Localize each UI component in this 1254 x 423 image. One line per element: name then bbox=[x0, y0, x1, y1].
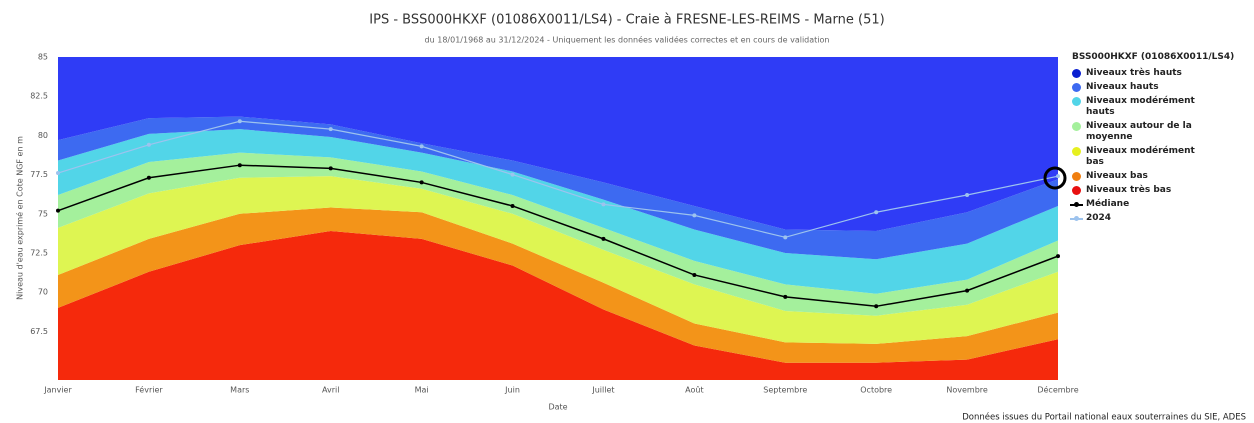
legend-item[interactable]: Niveaux hauts bbox=[1070, 82, 1250, 93]
legend-title: BSS000HKXF (01086X0011/LS4) bbox=[1072, 52, 1235, 62]
line-point bbox=[419, 180, 424, 185]
y-tick-label: 85 bbox=[38, 53, 48, 62]
legend-label: Niveaux très hauts bbox=[1086, 68, 1182, 78]
y-tick-label: 70 bbox=[38, 288, 48, 297]
legend-label: Niveaux autour de la moyenne bbox=[1086, 121, 1192, 142]
legend-label: 2024 bbox=[1086, 213, 1112, 223]
legend: BSS000HKXF (01086X0011/LS4) Niveaux très… bbox=[1070, 52, 1250, 227]
legend-label: Niveaux bas bbox=[1086, 171, 1148, 181]
legend-item[interactable]: Niveaux bas bbox=[1070, 171, 1250, 182]
legend-marker bbox=[1070, 185, 1086, 196]
line-point bbox=[237, 163, 242, 168]
area-band bbox=[58, 57, 1058, 232]
line-point bbox=[146, 142, 151, 147]
legend-item[interactable]: 2024 bbox=[1070, 213, 1250, 224]
line-point bbox=[965, 192, 970, 197]
chart-title: IPS - BSS000HKXF (01086X0011/LS4) - Crai… bbox=[369, 13, 884, 28]
x-axis-label: Date bbox=[548, 403, 567, 412]
line-point bbox=[146, 175, 151, 180]
y-tick-label: 72.5 bbox=[30, 248, 48, 257]
legend-marker bbox=[1070, 82, 1086, 93]
legend-marker bbox=[1070, 146, 1086, 157]
x-tick-label: Décembre bbox=[1037, 385, 1078, 395]
legend-item[interactable]: Niveaux modérément bas bbox=[1070, 146, 1250, 168]
legend-item[interactable]: Niveaux autour de la moyenne bbox=[1070, 121, 1250, 143]
x-tick-label: Juin bbox=[504, 386, 520, 395]
y-tick-label: 67.5 bbox=[30, 327, 48, 336]
legend-label: Niveaux très bas bbox=[1086, 185, 1172, 195]
area-band bbox=[58, 116, 1058, 260]
line-point bbox=[56, 208, 60, 213]
area-band bbox=[58, 176, 1058, 344]
legend-label: Niveaux modérément bas bbox=[1086, 146, 1195, 167]
highlight-circle bbox=[1043, 166, 1067, 190]
line-point bbox=[783, 235, 788, 240]
line-point bbox=[1056, 174, 1060, 179]
line-point bbox=[56, 171, 60, 176]
legend-item[interactable]: Niveaux très hauts bbox=[1070, 68, 1250, 79]
area-band bbox=[58, 129, 1058, 294]
line-point bbox=[601, 236, 606, 241]
plot-area bbox=[56, 57, 1060, 380]
y-tick-label: 82.5 bbox=[30, 92, 48, 101]
y-axis-label: Niveau d'eau exprimé en Cote NGF en m bbox=[15, 136, 25, 300]
area-band bbox=[58, 207, 1058, 363]
line-point bbox=[965, 288, 970, 293]
line-point bbox=[874, 304, 879, 309]
x-tick-label: Avril bbox=[322, 386, 339, 395]
legend-marker bbox=[1070, 68, 1086, 79]
legend-marker bbox=[1070, 96, 1086, 107]
line-point bbox=[328, 166, 333, 171]
legend-item[interactable]: Niveaux modérément hauts bbox=[1070, 96, 1250, 118]
area-band bbox=[58, 152, 1058, 316]
line-series bbox=[57, 120, 1059, 238]
line-point bbox=[692, 213, 697, 218]
x-tick-label: Août bbox=[685, 386, 703, 395]
source-note: Données issues du Portail national eaux … bbox=[962, 412, 1246, 423]
legend-marker bbox=[1070, 171, 1086, 182]
x-tick-label: Juillet bbox=[591, 386, 614, 395]
x-tick-label: Mai bbox=[415, 386, 429, 395]
line-point bbox=[874, 210, 879, 215]
legend-label: Niveaux hauts bbox=[1086, 82, 1159, 92]
x-tick-label: Novembre bbox=[946, 386, 988, 395]
line-point bbox=[692, 272, 697, 277]
line-point bbox=[510, 203, 515, 208]
x-tick-label: Octobre bbox=[860, 386, 892, 395]
line-point bbox=[601, 202, 606, 207]
y-tick-label: 80 bbox=[38, 131, 48, 140]
x-tick-label: Février bbox=[135, 385, 163, 395]
legend-marker bbox=[1070, 121, 1086, 132]
x-tick-label: Septembre bbox=[763, 386, 807, 395]
legend-label: Niveaux modérément hauts bbox=[1086, 96, 1195, 117]
line-point bbox=[783, 294, 788, 299]
legend-label: Médiane bbox=[1086, 199, 1130, 209]
legend-marker bbox=[1070, 199, 1086, 210]
chart-subtitle: du 18/01/1968 au 31/12/2024 - Uniquement… bbox=[425, 35, 830, 45]
line-point bbox=[510, 172, 515, 177]
legend-item[interactable]: Niveaux très bas bbox=[1070, 185, 1250, 196]
y-tick-label: 75 bbox=[38, 209, 48, 218]
line-point bbox=[1056, 254, 1060, 259]
x-tick-label: Janvier bbox=[43, 386, 72, 395]
line-point bbox=[419, 144, 424, 149]
line-series bbox=[57, 164, 1059, 308]
line-point bbox=[328, 127, 333, 132]
area-band bbox=[58, 231, 1058, 380]
y-tick-label: 77.5 bbox=[30, 170, 48, 179]
legend-item[interactable]: Médiane bbox=[1070, 199, 1250, 210]
legend-marker bbox=[1070, 213, 1086, 224]
line-point bbox=[237, 119, 242, 124]
x-tick-label: Mars bbox=[230, 386, 249, 395]
